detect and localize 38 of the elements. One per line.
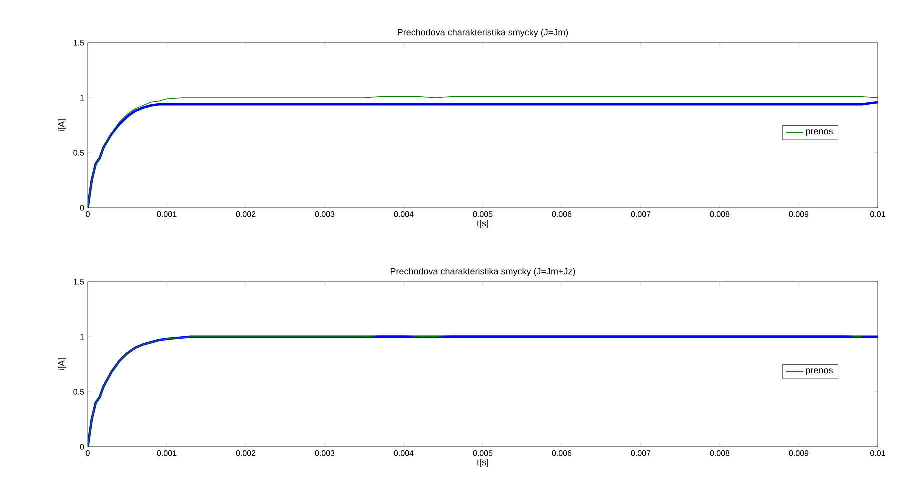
x-tick-label: 0.007	[631, 212, 651, 218]
x-tick-label: 0.008	[710, 212, 730, 218]
chart-title: Prechodova charakteristika smycky (J=Jm+Jz)	[390, 268, 576, 276]
y-tick-label: 0	[80, 444, 84, 450]
y-axis-title: i[A]	[58, 358, 66, 370]
x-tick-label: 0.007	[631, 450, 651, 456]
x-tick-label: 0.004	[394, 450, 414, 456]
x-tick-label: 0	[86, 450, 90, 456]
x-tick-label: 0.001	[157, 212, 177, 218]
x-tick-label: 0.003	[315, 450, 335, 456]
legend-label: prenos	[806, 368, 833, 376]
y-tick-label: 1	[80, 334, 84, 340]
x-tick-label: 0.003	[315, 212, 335, 218]
legend-label: prenos	[806, 130, 833, 136]
x-tick-label: 0.009	[789, 212, 809, 218]
x-tick-label: 0.005	[473, 212, 493, 218]
x-tick-label: 0.004	[394, 212, 414, 218]
x-tick-label: 0.006	[552, 212, 572, 218]
y-tick-label: 0.5	[74, 389, 84, 395]
x-tick-label: 0.001	[157, 450, 177, 456]
x-tick-label: 0.002	[236, 212, 256, 218]
y-tick-label: 1.5	[74, 40, 84, 46]
x-tick-label: 0.009	[789, 450, 809, 456]
y-tick-label: 0.5	[74, 150, 84, 156]
x-axis-title: t[s]	[477, 459, 488, 468]
x-tick-label: 0.005	[473, 450, 493, 456]
x-tick-label: 0.01	[870, 450, 886, 456]
x-tick-label: 0.006	[552, 450, 572, 456]
y-tick-label: 0	[80, 205, 84, 211]
x-axis-title: t[s]	[477, 220, 488, 228]
y-tick-label: 1	[80, 95, 84, 101]
x-tick-label: 0.008	[710, 450, 730, 456]
y-axis-title: i[A]	[58, 120, 66, 132]
chart-title: Prechodova charakteristika smycky (J=Jm)	[398, 29, 568, 38]
x-tick-label: 0	[86, 212, 90, 218]
x-tick-label: 0.01	[870, 212, 886, 218]
y-tick-label: 1.5	[74, 279, 84, 285]
x-tick-label: 0.002	[236, 450, 256, 456]
